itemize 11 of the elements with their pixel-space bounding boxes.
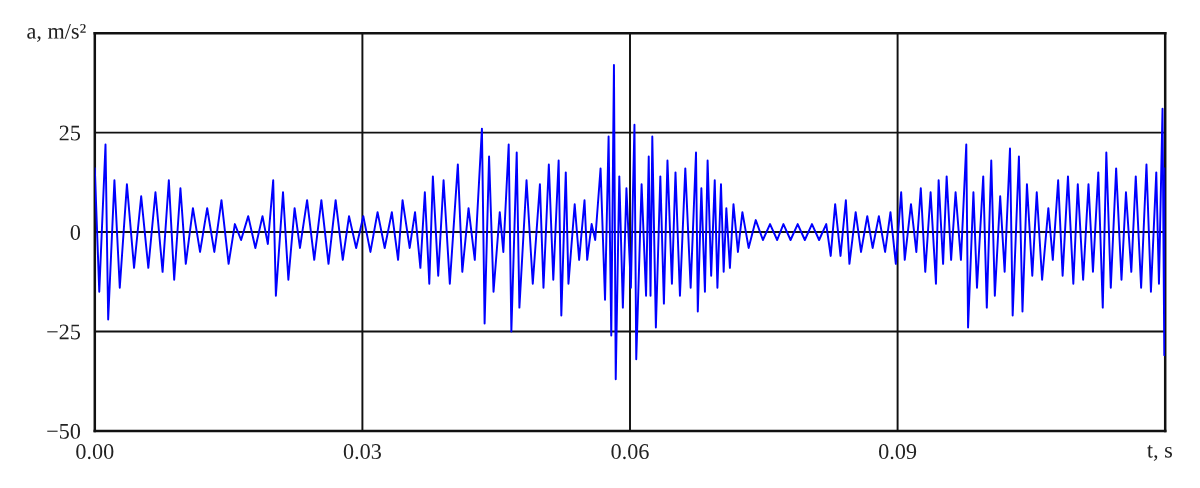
- y-tick-label: −25: [47, 324, 81, 340]
- y-axis-title: a, m/s²: [27, 23, 86, 42]
- x-tick-label: 0.03: [343, 444, 381, 460]
- y-tick-label: −50: [47, 423, 81, 439]
- line-series: [94, 64, 1166, 381]
- y-tick-label: 0: [70, 224, 81, 240]
- x-axis-title: t, s: [1147, 444, 1173, 461]
- x-tick-label: 0.09: [879, 444, 917, 460]
- y-tick-label: 25: [59, 125, 81, 141]
- x-tick-label: 0.06: [611, 444, 649, 460]
- x-tick-label: 0.00: [76, 444, 114, 460]
